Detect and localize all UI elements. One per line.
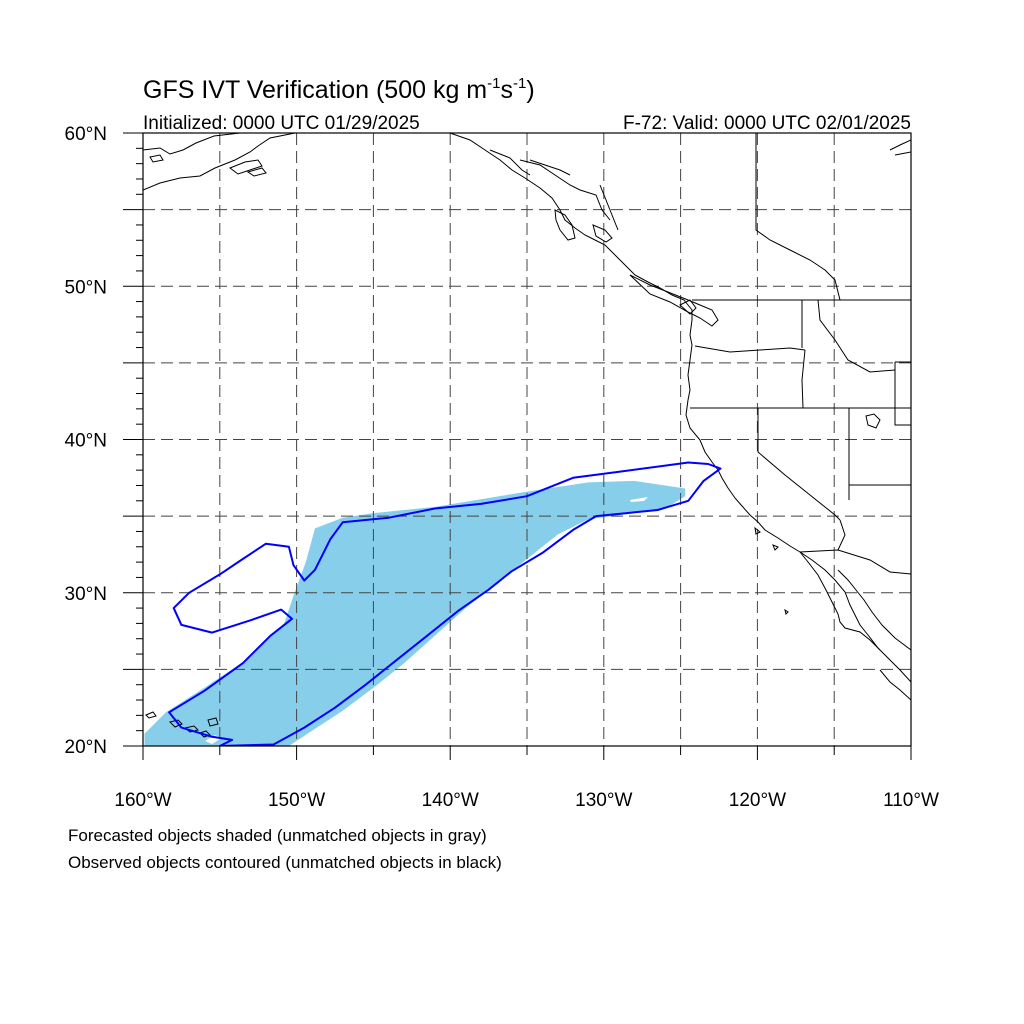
map-title: GFS IVT Verification (500 kg m-1s-1) (143, 75, 535, 104)
forecast-object-shaded (144, 480, 686, 746)
init-time-label: Initialized: 0000 UTC 01/29/2025 (143, 113, 420, 134)
valid-time-label: F-72: Valid: 0000 UTC 02/01/2025 (623, 113, 911, 134)
footnote-forecast: Forecasted objects shaded (unmatched obj… (68, 826, 487, 845)
y-tick-label: 20°N (65, 737, 107, 758)
axis-ticks (123, 132, 912, 760)
forecast-gap (630, 497, 648, 502)
y-tick-label: 50°N (65, 277, 107, 298)
y-tick-label: 40°N (65, 431, 107, 452)
x-tick-label: 120°W (729, 790, 786, 811)
observed-object-contour (168, 461, 722, 746)
x-tick-label: 140°W (422, 790, 479, 811)
x-tick-label: 130°W (575, 790, 632, 811)
political-borders (529, 133, 911, 575)
map-gridlines (143, 133, 911, 746)
footnote-observed: Observed objects contoured (unmatched ob… (68, 853, 502, 872)
y-tick-label: 60°N (65, 124, 107, 145)
y-axis-labels: 20°N 30°N 40°N 50°N 60°N (65, 124, 107, 758)
x-tick-label: 160°W (114, 790, 171, 811)
x-axis-labels: 160°W 150°W 140°W 130°W 120°W 110°W (114, 790, 939, 811)
coastlines (143, 133, 911, 738)
x-tick-label: 110°W (883, 790, 939, 811)
x-tick-label: 150°W (268, 790, 325, 811)
y-tick-label: 30°N (65, 584, 107, 605)
